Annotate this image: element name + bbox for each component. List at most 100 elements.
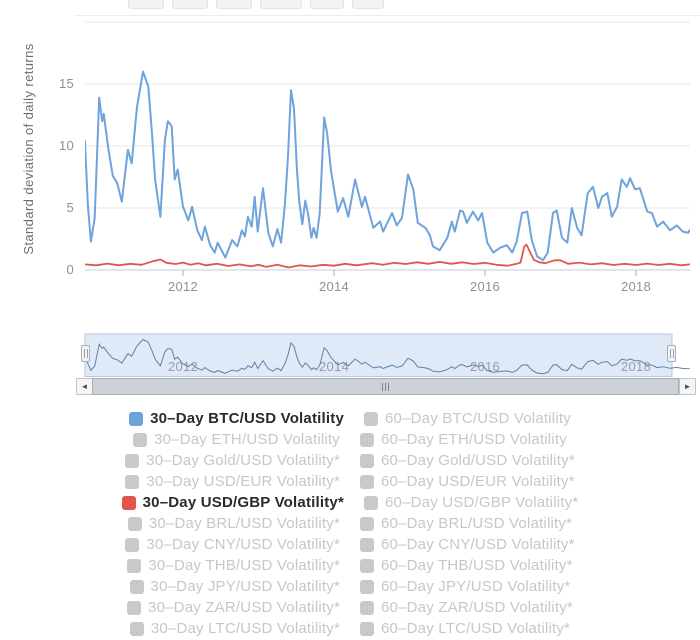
range-selector-button[interactable] [352,0,384,9]
legend-swatch-icon [360,600,374,615]
x-tick-label: 2012 [167,279,199,294]
legend-swatch-icon [364,411,379,426]
legend-swatch-icon [360,453,374,468]
legend-swatch-icon [129,411,144,426]
legend-label: 60–Day JPY/USD Volatility* [381,578,571,595]
legend-row: 30–Day BRL/USD Volatility* 60–Day BRL/USD… [0,513,700,534]
legend-item-30-day-usd-gbp-volatility[interactable]: 30–Day USD/GBP Volatility* [121,494,345,511]
scrollbar-grip-icon [382,382,383,391]
legend-label: 60–Day USD/GBP Volatility* [385,494,579,511]
legend-swatch-icon [127,600,142,615]
legend-item-30-day-jpy-usd-volatility[interactable]: 30–Day JPY/USD Volatility* [129,578,340,595]
legend-item-60-day-gold-usd-volatility[interactable]: 60–Day Gold/USD Volatility* [360,452,575,469]
legend-row: 30–Day JPY/USD Volatility* 60–Day JPY/USD… [0,576,700,597]
legend-item-30-day-eth-usd-volatility[interactable]: 30–Day ETH/USD Volatility [133,431,340,448]
legend-swatch-icon [360,474,374,489]
legend-item-30-day-cny-usd-volatility[interactable]: 30–Day CNY/USD Volatility* [125,536,340,553]
legend-row: 30–Day ZAR/USD Volatility* 60–Day ZAR/USD… [0,597,700,618]
legend-item-60-day-eth-usd-volatility[interactable]: 60–Day ETH/USD Volatility [360,431,567,448]
series-lines [85,70,690,269]
legend-item-60-day-cny-usd-volatility[interactable]: 60–Day CNY/USD Volatility* [360,536,575,553]
axis-ticks [182,270,637,276]
gridlines [85,21,690,271]
scrollbar-right-arrow-icon[interactable]: ► [679,378,696,395]
navigator-year-label: 2018 [620,359,652,374]
legend-swatch-icon [121,495,136,510]
legend-swatch-icon [127,558,142,573]
navigator-series-line [85,338,690,375]
legend-item-60-day-usd-gbp-volatility[interactable]: 60–Day USD/GBP Volatility* [364,494,578,511]
legend-item-30-day-ltc-usd-volatility[interactable]: 30–Day LTC/USD Volatility* [129,620,340,637]
legend-label: 30–Day ZAR/USD Volatility* [148,599,340,616]
legend-row: 30–Day ETH/USD Volatility 60–Day ETH/USD … [0,429,700,450]
legend-item-30-day-btc-usd-volatility[interactable]: 30–Day BTC/USD Volatility [129,410,344,427]
legend-row: 30–Day Gold/USD Volatility* 60–Day Gold/U… [0,450,700,471]
legend: 30–Day BTC/USD Volatility 60–Day BTC/USD … [0,408,700,639]
legend-label: 30–Day USD/GBP Volatility* [142,494,345,511]
legend-label: 30–Day BRL/USD Volatility* [148,515,340,532]
y-tick-label: 15 [58,76,74,91]
navigator-selected-range[interactable] [84,333,673,377]
y-tick-label: 5 [66,200,74,215]
legend-item-30-day-usd-eur-volatility[interactable]: 30–Day USD/EUR Volatility* [125,473,340,490]
legend-label: 30–Day THB/USD Volatility* [148,557,340,574]
legend-label: 30–Day USD/EUR Volatility* [146,473,340,490]
legend-row: 30–Day THB/USD Volatility* 60–Day THB/USD… [0,555,700,576]
legend-item-60-day-jpy-usd-volatility[interactable]: 60–Day JPY/USD Volatility* [360,578,570,595]
navigator-year-label: 2016 [469,359,501,374]
range-selector-button[interactable] [216,0,252,9]
legend-label: 30–Day Gold/USD Volatility* [146,452,340,469]
range-selector [128,0,392,9]
navigator-year-label: 2012 [167,359,199,374]
chart-top-border [75,15,700,16]
range-selector-button[interactable] [310,0,344,9]
legend-swatch-icon [364,495,379,510]
scrollbar-grip-icon [385,382,386,391]
legend-item-30-day-zar-usd-volatility[interactable]: 30–Day ZAR/USD Volatility* [127,599,340,616]
x-tick-label: 2014 [318,279,350,294]
legend-swatch-icon [125,474,140,489]
scrollbar-left-arrow-icon[interactable]: ◄ [76,378,93,395]
legend-label: 60–Day CNY/USD Volatility* [381,536,575,553]
legend-swatch-icon [360,537,374,552]
navigator-right-handle[interactable] [667,345,676,362]
legend-row: 30–Day BTC/USD Volatility 60–Day BTC/USD … [0,408,700,429]
legend-item-30-day-gold-usd-volatility[interactable]: 30–Day Gold/USD Volatility* [125,452,340,469]
range-selector-button[interactable] [260,0,302,9]
legend-item-60-day-thb-usd-volatility[interactable]: 60–Day THB/USD Volatility* [360,557,573,574]
legend-label: 60–Day THB/USD Volatility* [381,557,573,574]
legend-label: 60–Day ZAR/USD Volatility* [381,599,573,616]
legend-label: 30–Day LTC/USD Volatility* [150,620,340,637]
x-tick-label: 2016 [469,279,501,294]
legend-swatch-icon [360,516,374,531]
navigator-left-handle[interactable] [81,345,90,362]
scrollbar-grip-icon [388,382,389,391]
legend-row: 30–Day CNY/USD Volatility* 60–Day CNY/USD… [0,534,700,555]
legend-swatch-icon [127,516,142,531]
scrollbar-thumb[interactable] [92,378,679,395]
legend-swatch-icon [129,579,144,594]
legend-label: 60–Day BTC/USD Volatility [385,410,571,427]
legend-swatch-icon [360,579,374,594]
legend-item-60-day-brl-usd-volatility[interactable]: 60–Day BRL/USD Volatility* [360,515,572,532]
range-selector-button[interactable] [172,0,208,9]
btc-volatility-line [85,70,690,262]
legend-swatch-icon [129,621,144,636]
legend-item-60-day-btc-usd-volatility[interactable]: 60–Day BTC/USD Volatility [364,410,571,427]
legend-item-60-day-usd-eur-volatility[interactable]: 60–Day USD/EUR Volatility* [360,473,575,490]
legend-row: 30–Day USD/GBP Volatility* 60–Day USD/GBP… [0,492,700,513]
usd-gbp-volatility-line [85,243,690,269]
legend-swatch-icon [125,453,140,468]
legend-item-30-day-thb-usd-volatility[interactable]: 30–Day THB/USD Volatility* [127,557,340,574]
legend-swatch-icon [360,558,374,573]
legend-item-30-day-brl-usd-volatility[interactable]: 30–Day BRL/USD Volatility* [127,515,340,532]
legend-item-60-day-ltc-usd-volatility[interactable]: 60–Day LTC/USD Volatility* [360,620,570,637]
navigator[interactable] [84,333,690,377]
range-selector-button[interactable] [128,0,164,9]
legend-swatch-icon [133,432,148,447]
legend-label: 60–Day Gold/USD Volatility* [381,452,575,469]
legend-item-60-day-zar-usd-volatility[interactable]: 60–Day ZAR/USD Volatility* [360,599,573,616]
legend-label: 60–Day BRL/USD Volatility* [381,515,573,532]
